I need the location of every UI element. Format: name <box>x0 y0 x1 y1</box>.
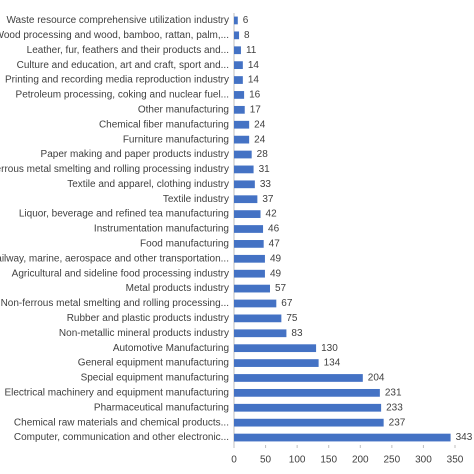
bar <box>234 76 243 84</box>
data-label: 42 <box>266 209 278 220</box>
y-tick-label: General equipment manufacturing <box>78 358 229 369</box>
bar <box>234 254 265 263</box>
x-tick-label: 150 <box>320 455 337 466</box>
y-tick-label: Chemical fiber manufacturing <box>99 119 229 130</box>
y-tick-label: Special equipment manufacturing <box>81 373 229 384</box>
y-tick-label: Rubber and plastic products industry <box>67 313 229 324</box>
data-label: 6 <box>243 15 249 26</box>
bar <box>234 165 254 174</box>
y-tick-label: Leather, fur, feathers and their product… <box>27 45 229 56</box>
bar <box>234 403 382 412</box>
data-label: 24 <box>254 119 266 130</box>
bar <box>234 433 451 442</box>
data-label: 24 <box>254 134 266 145</box>
bar <box>234 225 264 233</box>
bar <box>234 314 282 323</box>
data-label: 28 <box>257 149 269 160</box>
data-label: 57 <box>275 283 287 294</box>
bar <box>234 418 384 427</box>
bar <box>234 269 265 278</box>
y-tick-label: Electrical machinery and equipment manuf… <box>4 388 229 399</box>
y-tick-label: Pharmaceutical manufacturing <box>94 402 229 413</box>
bar <box>234 61 243 70</box>
bar <box>234 344 317 353</box>
y-tick-label: Computer, communication and other electr… <box>14 432 229 443</box>
data-label: 11 <box>246 45 257 56</box>
data-label: 14 <box>248 75 260 86</box>
y-tick-label: Paper making and paper products industry <box>41 149 229 160</box>
data-label: 343 <box>456 432 473 443</box>
data-label: 49 <box>270 268 282 279</box>
x-tick-label: 50 <box>260 455 272 466</box>
y-tick-label: Automotive Manufacturing <box>113 343 229 354</box>
x-tick-label: 200 <box>352 455 369 466</box>
bar <box>234 210 261 218</box>
y-tick-label: Furniture manufacturing <box>123 134 229 145</box>
x-tick-label: 0 <box>231 455 237 466</box>
y-tick-label: Agricultural and sideline food processin… <box>12 268 229 279</box>
bar <box>234 388 380 397</box>
y-tick-label: Petroleum processing, coking and nuclear… <box>16 90 229 101</box>
data-label: 75 <box>286 313 298 324</box>
data-label: 14 <box>248 60 260 71</box>
bar <box>234 284 270 293</box>
data-label: 130 <box>321 343 338 354</box>
y-tick-label: Non-metallic mineral products industry <box>59 328 229 339</box>
bar <box>234 46 241 55</box>
data-label: 49 <box>270 253 282 264</box>
bar <box>234 120 250 129</box>
y-tick-label: Metal products industry <box>126 283 229 294</box>
data-label: 231 <box>385 388 402 399</box>
x-tick-label: 300 <box>415 455 432 466</box>
data-label: 67 <box>281 298 293 309</box>
bar <box>234 180 255 189</box>
bar <box>234 31 240 40</box>
data-label: 46 <box>268 224 280 235</box>
bar <box>234 150 252 159</box>
y-tick-label: Other manufacturing <box>138 104 229 115</box>
y-tick-label: Printing and recording media reproductio… <box>5 75 229 86</box>
y-tick-label: Waste resource comprehensive utilization… <box>6 15 229 26</box>
data-label: 16 <box>249 90 261 101</box>
data-label: 47 <box>269 239 281 250</box>
data-label: 233 <box>386 402 403 413</box>
x-tick-label: 100 <box>289 455 306 466</box>
x-tick-label: 350 <box>447 455 464 466</box>
data-label: 83 <box>291 328 303 339</box>
y-tick-label: Ferrous metal smelting and rolling proce… <box>0 164 229 175</box>
y-tick-label: Chemical raw materials and chemical prod… <box>14 417 229 428</box>
x-tick-label: 250 <box>384 455 401 466</box>
bar <box>234 374 363 382</box>
bar <box>234 195 258 204</box>
y-tick-label: Instrumentation manufacturing <box>94 224 229 235</box>
y-tick-label: Textile industry <box>163 194 229 205</box>
bar <box>234 91 245 99</box>
data-label: 17 <box>250 104 262 115</box>
y-tick-label: Food manufacturing <box>140 239 229 250</box>
bar <box>234 329 287 338</box>
bar <box>234 359 319 367</box>
bar <box>234 240 264 248</box>
data-label: 8 <box>244 30 250 41</box>
data-label: 134 <box>324 358 341 369</box>
bar <box>234 135 250 144</box>
bar <box>234 16 238 25</box>
y-tick-label: Liquor, beverage and refined tea manufac… <box>19 209 229 220</box>
y-tick-label: Textile and apparel, clothing industry <box>67 179 229 190</box>
y-tick-label: Non-ferrous metal smelting and rolling p… <box>1 298 229 309</box>
y-tick-label: Wood processing and wood, bamboo, rattan… <box>0 30 229 41</box>
data-label: 204 <box>368 373 385 384</box>
data-label: 37 <box>262 194 274 205</box>
y-tick-label: Railway, marine, aerospace and other tra… <box>0 253 229 264</box>
bar <box>234 299 277 308</box>
data-label: 237 <box>389 417 406 428</box>
data-label: 33 <box>260 179 272 190</box>
y-tick-label: Culture and education, art and craft, sp… <box>17 60 229 71</box>
data-label: 31 <box>259 164 271 175</box>
bar <box>234 105 245 114</box>
